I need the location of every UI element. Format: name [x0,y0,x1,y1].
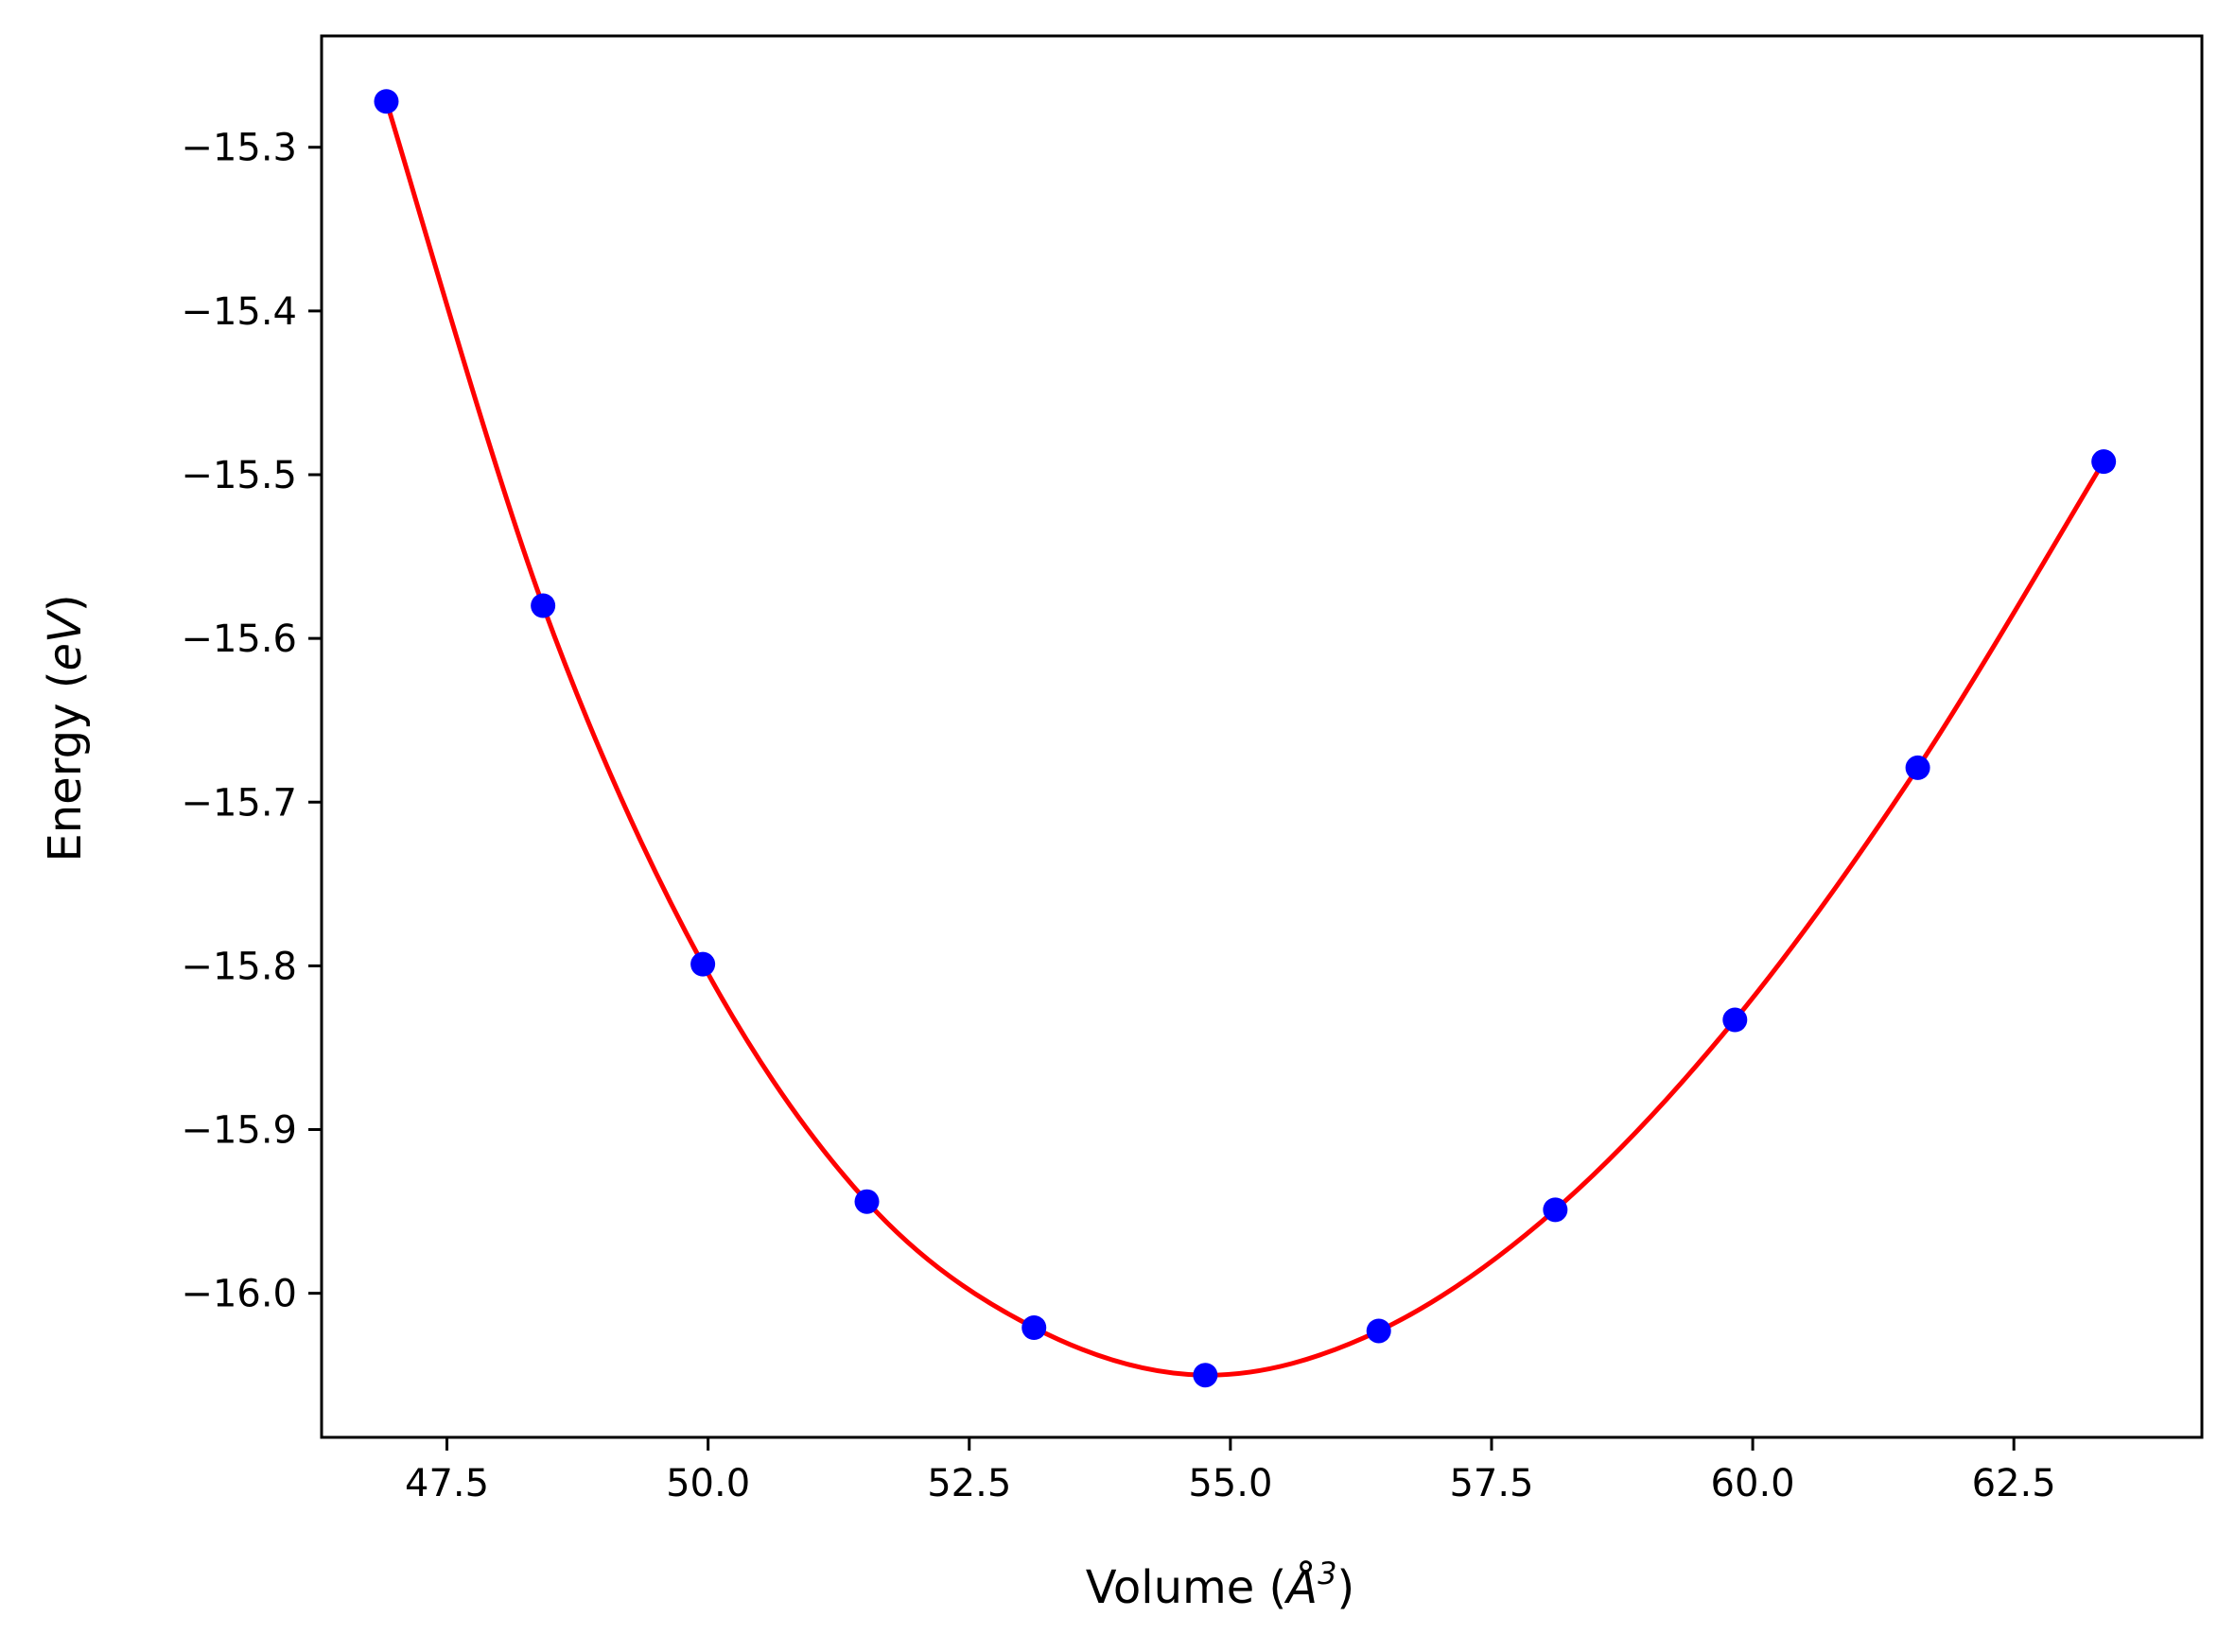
x-tick-label: 60.0 [1711,1462,1795,1505]
data-point [1021,1315,1047,1340]
y-tick-label: −15.4 [181,290,297,334]
data-point [374,89,399,114]
x-axis-label-sup: 3 [1318,1556,1336,1591]
y-axis-label: Energy (eV) [39,594,92,861]
x-axis-ticks: 47.5 50.0 52.5 55.0 57.5 60.0 62.5 [405,1437,2056,1505]
x-tick-label: 47.5 [405,1462,489,1505]
data-point [1543,1197,1568,1223]
data-points-layer [374,89,2117,1388]
y-tick-label: −15.5 [181,454,297,497]
data-point [1722,1007,1748,1033]
x-axis-label-unit: Å [1283,1560,1318,1614]
y-tick-label: −15.3 [181,127,297,170]
y-axis-label-close: ) [39,594,92,612]
x-tick-label: 57.5 [1449,1462,1533,1505]
fit-curve-layer [384,100,2106,1378]
x-axis-label-main: Volume ( [1086,1561,1287,1614]
x-tick-label: 55.0 [1188,1462,1272,1505]
y-axis-label-unit: eV [39,609,92,671]
y-tick-label: −16.0 [181,1273,297,1316]
y-tick-label: −15.8 [181,945,297,988]
data-point [854,1189,880,1214]
plot-frame [320,34,2204,1439]
y-axis-ticks: −16.0 −15.9 −15.8 −15.7 −15.6 −15.5 −15.4 −15.3 [181,127,322,1316]
data-point [531,593,556,618]
y-tick-label: −15.9 [181,1109,297,1153]
plot-area [322,36,2202,1437]
y-axis-label-main: Energy ( [39,671,92,862]
data-point [2091,449,2117,475]
data-point [1193,1363,1218,1388]
data-point [1366,1318,1391,1344]
data-point [690,951,716,977]
y-tick-label: −15.6 [181,617,297,661]
x-tick-label: 62.5 [1972,1462,2056,1505]
y-tick-label: −15.7 [181,781,297,825]
x-tick-label: 52.5 [927,1462,1011,1505]
x-axis-label: Volume (Å3) [1086,1556,1354,1614]
x-tick-label: 50.0 [666,1462,750,1505]
data-point [1905,755,1930,780]
x-axis-label-close: ) [1336,1561,1354,1614]
fit-curve [384,100,2106,1378]
